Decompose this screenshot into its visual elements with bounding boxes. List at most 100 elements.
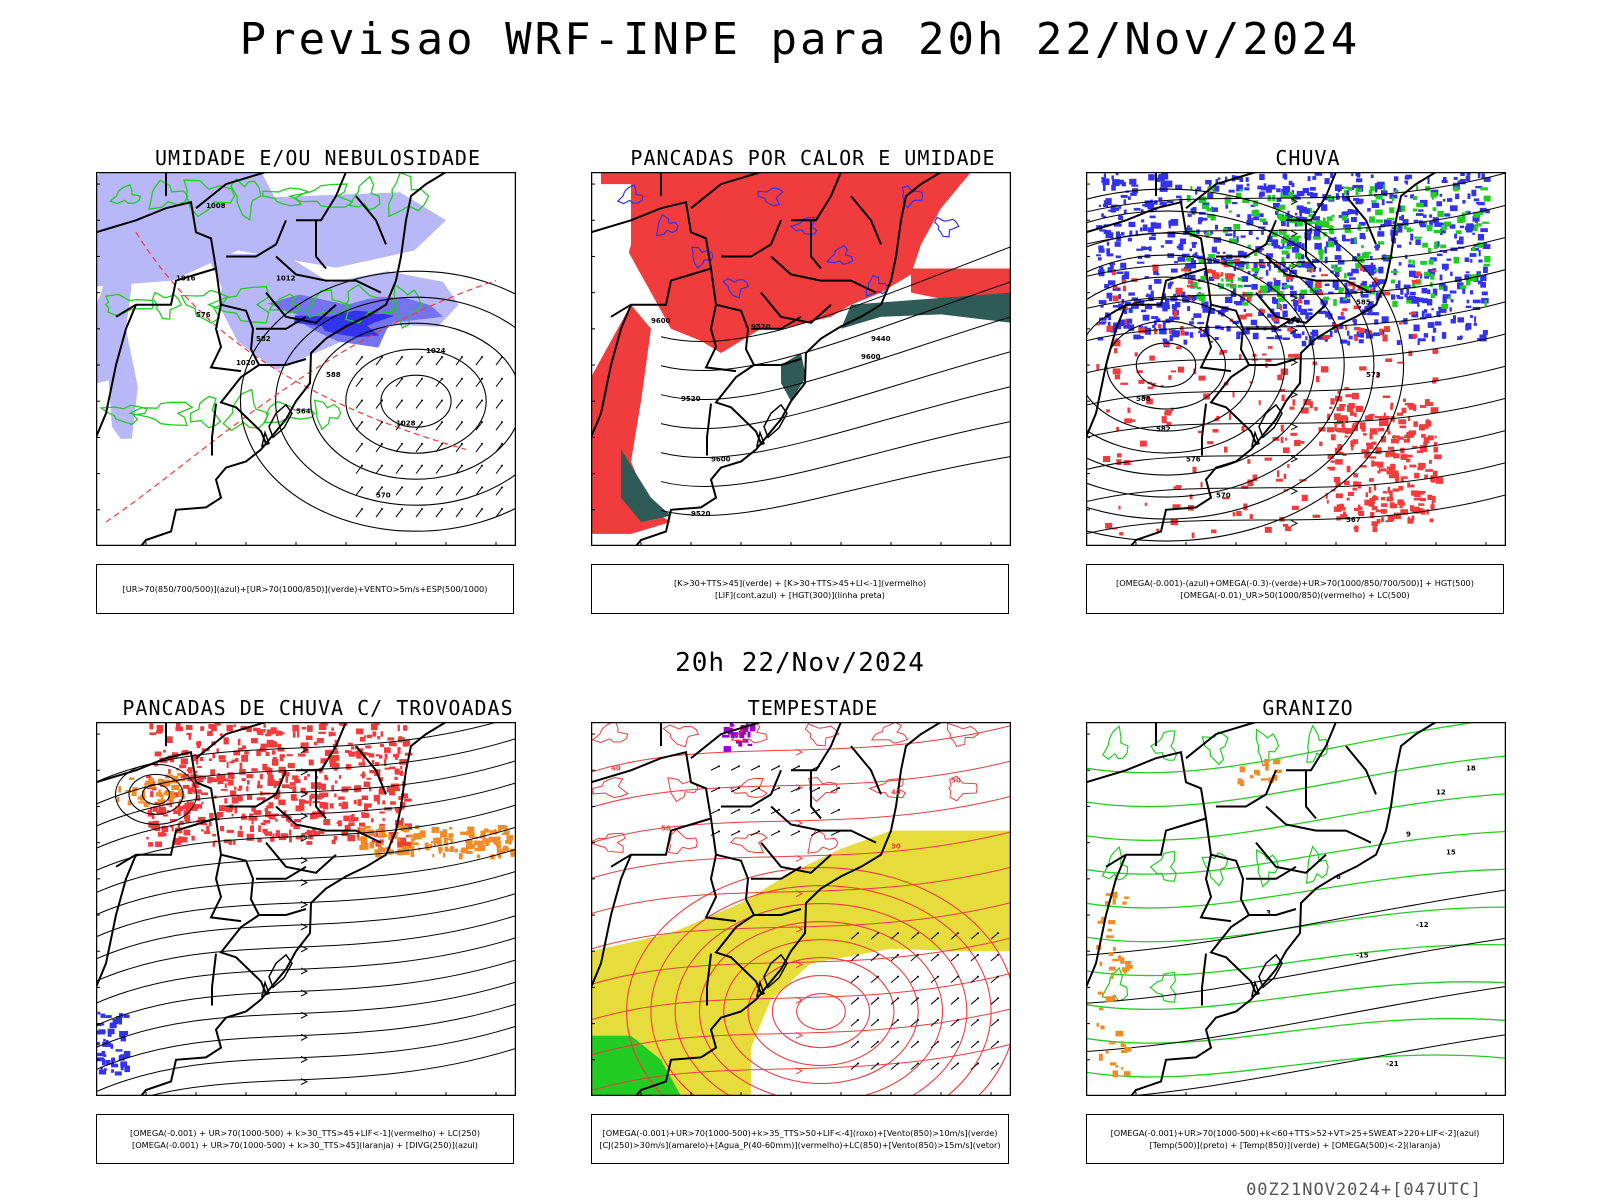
low-level-ascent-pixel: [1236, 510, 1242, 516]
ascent-pixel: [1417, 303, 1420, 307]
low-level-ascent-pixel: [1388, 451, 1394, 455]
low-level-ascent-pixel: [1393, 453, 1400, 459]
ascent-pixel: [1438, 283, 1446, 289]
map-frame: [96, 172, 516, 546]
thunderstorm-pixel: [377, 736, 381, 740]
severe-cell-pixel: [729, 722, 734, 727]
convective-pixel: [432, 853, 435, 858]
thunderstorm-pixel: [233, 724, 236, 727]
thunderstorm-pixel: [185, 725, 193, 730]
ascent-pixel: [1351, 217, 1357, 223]
thunderstorm-pixel: [281, 815, 289, 819]
ascent-pixel: [1136, 261, 1145, 264]
ascent-pixel: [1103, 200, 1109, 207]
ascent-pixel: [1404, 195, 1408, 198]
wind-vector: [395, 508, 403, 518]
low-level-ascent-pixel: [1252, 474, 1258, 481]
map-area[interactable]: 12S15S18S21S24S27S30S33S36S39S42S70W65W6…: [1086, 722, 1506, 1096]
thunderstorm-pixel: [400, 765, 403, 770]
temperature-500-contour: [1086, 889, 1506, 956]
thunderstorm-pixel: [151, 786, 157, 791]
divergence-pixel: [111, 1063, 119, 1068]
low-level-ascent-pixel: [1416, 508, 1424, 514]
thunderstorm-pixel: [176, 722, 181, 729]
wind-vector-head: [461, 508, 463, 511]
low-level-ascent-pixel: [1191, 532, 1195, 538]
strong-ascent-pixel: [1272, 231, 1279, 235]
strong-ascent-pixel: [1242, 301, 1249, 306]
low-level-ascent-pixel: [1395, 435, 1400, 439]
ascent-pixel: [1189, 332, 1194, 338]
thunderstorm-pixel: [260, 822, 266, 826]
map-area[interactable]: 12S15S18S21S24S27S30S33S36S39S42S70W65W6…: [591, 172, 1011, 546]
wind-vector-head: [501, 508, 503, 511]
streamline-arrow: [300, 790, 309, 798]
ascent-pixel: [1364, 328, 1369, 334]
thunderstorm-pixel: [353, 799, 357, 805]
thunderstorm-pixel: [321, 783, 326, 791]
map-area[interactable]: 12S15S18S21S24S27S30S33S36S39S42S70W65W6…: [96, 722, 516, 1096]
ascent-pixel: [1368, 269, 1375, 276]
wind-vector: [730, 809, 740, 815]
ascent-pixel: [1282, 337, 1290, 340]
ascent-pixel: [1149, 215, 1156, 219]
low-level-ascent-pixel: [1368, 486, 1372, 493]
thunderstorm-pixel: [401, 793, 408, 799]
omega-pixel: [1124, 961, 1132, 965]
ascent-pixel: [1111, 184, 1116, 191]
thunderstorm-pixel: [186, 732, 192, 736]
ascent-pixel: [1442, 198, 1446, 202]
low-level-ascent-pixel: [1400, 476, 1404, 483]
low-level-ascent-pixel: [1241, 425, 1245, 432]
ascent-pixel: [1103, 229, 1107, 234]
ascent-pixel: [1352, 256, 1356, 261]
thunderstorm-pixel: [300, 836, 304, 841]
ascent-pixel: [1202, 202, 1210, 206]
strong-ascent-pixel: [1189, 230, 1196, 237]
legend-line: [OMEGA(-0.001) + UR>70(1000-500) + k>30_…: [129, 1128, 481, 1138]
ascent-pixel: [1453, 315, 1456, 320]
ascent-pixel: [1191, 317, 1194, 321]
wind-vector-head: [977, 1040, 979, 1043]
divergence-pixel: [109, 1022, 117, 1029]
wind-vector-head: [818, 808, 820, 811]
wind-vector-head: [957, 1062, 959, 1065]
ascent-pixel: [1307, 283, 1313, 288]
political-border: [96, 304, 137, 438]
ascent-pixel: [1450, 271, 1453, 277]
low-level-ascent-pixel: [1219, 352, 1225, 355]
ascent-pixel: [1175, 184, 1183, 190]
map-area[interactable]: 12S15S18S21S24S27S30S33S36S39S42S70W65W6…: [1086, 172, 1506, 546]
wind-vector-head: [441, 399, 443, 402]
map-area[interactable]: 12S15S18S21S24S27S30S33S36S39S42S70W65W6…: [96, 172, 516, 546]
streamline-arrow: [300, 1011, 309, 1019]
ascent-pixel: [1465, 227, 1473, 233]
wind-vector: [910, 932, 919, 940]
thunderstorm-pixel: [169, 818, 177, 822]
thunderstorm-pixel: [266, 729, 275, 735]
lif-contour: [825, 244, 854, 265]
severe-cell-pixel: [733, 732, 739, 738]
strong-ascent-pixel: [1443, 221, 1452, 226]
convective-pixel: [360, 837, 367, 844]
low-level-ascent-pixel: [1277, 374, 1283, 381]
thunderstorm-pixel: [287, 764, 292, 767]
low-level-ascent-pixel: [1373, 461, 1378, 466]
low-level-ascent-pixel: [1426, 509, 1429, 515]
thunderstorm-pixel: [241, 813, 246, 819]
thunderstorm-pixel: [302, 799, 306, 802]
ascent-pixel: [1407, 264, 1416, 268]
convective-pixel: [397, 848, 402, 856]
wind-vector-head: [977, 997, 979, 1000]
thunderstorm-pixel: [210, 777, 215, 781]
ascent-pixel: [1421, 298, 1428, 304]
low-level-ascent-pixel: [1366, 448, 1370, 454]
ascent-pixel: [1311, 329, 1319, 337]
convective-pixel: [142, 790, 146, 795]
legend-line: [CJ(250)>30m/s](amarelo)+[Agua_P(40-60mm…: [599, 1140, 1001, 1150]
ascent-pixel: [1168, 282, 1173, 287]
thunderstorm-pixel: [403, 725, 408, 731]
map-area[interactable]: 12S15S18S21S24S27S30S33S36S39S42S70W65W6…: [591, 722, 1011, 1096]
omega-pixel: [1105, 893, 1112, 896]
wind-vector-head: [857, 932, 859, 935]
